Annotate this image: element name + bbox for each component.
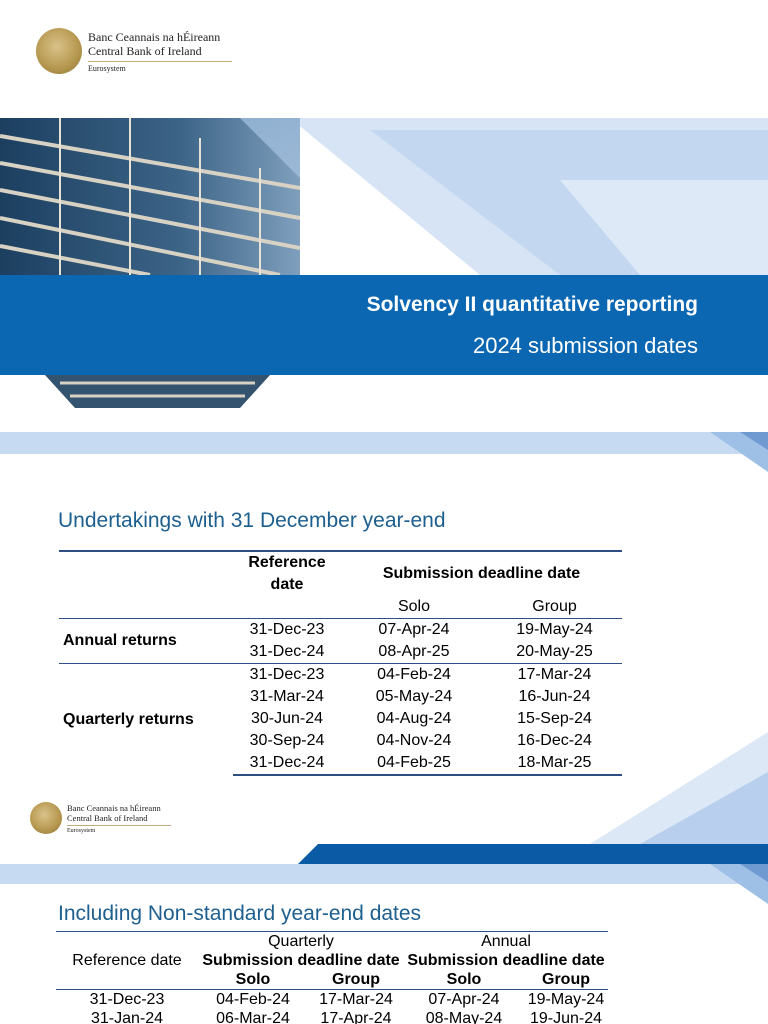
col-annual-group: Group xyxy=(524,970,608,990)
reference-date-cell: 31-Dec-23 xyxy=(233,618,341,641)
standard-year-end-slide: Undertakings with 31 December year-end R… xyxy=(0,432,768,864)
group-deadline-cell: 19-May-24 xyxy=(487,618,622,641)
annual-returns-label: Annual returns xyxy=(59,618,233,664)
non-standard-dates-table: Reference date Quarterly Annual Submissi… xyxy=(56,931,608,1024)
title-band: Solvency II quantitative reporting 2024 … xyxy=(0,275,768,375)
building-photo xyxy=(0,118,300,408)
slide-top-stripe xyxy=(0,432,768,454)
bank-name-english: Central Bank of Ireland xyxy=(88,44,202,58)
reference-date-cell: 31-Dec-24 xyxy=(233,752,341,776)
decorative-background-shapes xyxy=(710,864,768,904)
table-row: 31-Dec-24 08-Apr-25 20-May-25 xyxy=(59,641,622,664)
col-solo: Solo xyxy=(397,598,431,615)
presentation-subtitle: 2024 submission dates xyxy=(472,333,698,358)
group-deadline-cell: 17-Mar-24 xyxy=(487,663,622,686)
solo-deadline-cell: 04-Feb-24 xyxy=(341,663,487,686)
table-header-row: Solo Group Solo Group xyxy=(56,970,608,990)
reference-date-cell: 31-Mar-24 xyxy=(250,688,324,705)
title-slide: Banc Ceannais na hÉireann Central Bank o… xyxy=(0,0,768,432)
reference-date-cell: 31-Dec-24 xyxy=(249,643,325,660)
reference-date-cell: 31-Jan-24 xyxy=(90,1010,164,1024)
decorative-background-shapes xyxy=(290,118,768,275)
col-submission-deadline: Submission deadline date xyxy=(341,550,622,596)
col-annual-solo: Solo xyxy=(404,970,524,990)
quarterly-returns-label: Quarterly returns xyxy=(59,663,233,775)
quarterly-group-cell: 17-Apr-24 xyxy=(320,1010,392,1024)
col-quarterly: Quarterly xyxy=(198,931,404,951)
quarterly-solo-cell: 04-Feb-24 xyxy=(216,991,290,1008)
harp-seal-icon xyxy=(30,802,62,834)
table-row: 30-Jun-24 04-Aug-24 15-Sep-24 xyxy=(59,708,622,730)
annual-solo-cell: 08-May-24 xyxy=(425,1010,503,1024)
group-deadline-cell: 20-May-25 xyxy=(516,643,593,660)
annual-group-cell: 19-May-24 xyxy=(527,991,605,1008)
reference-date-cell: 30-Jun-24 xyxy=(250,710,324,727)
table-header-row: Reference date Quarterly Annual xyxy=(56,931,608,990)
table-row: Annual returns 31-Dec-23 07-Apr-24 19-Ma… xyxy=(59,618,622,664)
solo-deadline-cell: 05-May-24 xyxy=(375,688,453,705)
col-quarterly-solo: Solo xyxy=(198,970,308,990)
solo-deadline-cell: 07-Apr-24 xyxy=(341,618,487,641)
reference-date-cell: 30-Sep-24 xyxy=(249,732,325,749)
quarterly-solo-cell: 06-Mar-24 xyxy=(216,1010,290,1024)
col-reference-date: Reference date xyxy=(233,550,341,596)
logo-divider xyxy=(67,825,171,826)
presentation-title: Solvency II quantitative reporting xyxy=(366,293,698,316)
table-row: 31-Dec-23 04-Feb-24 17-Mar-24 07-Apr-24 … xyxy=(56,990,608,1010)
central-bank-logo: Banc Ceannais na hÉireann Central Bank o… xyxy=(36,28,232,74)
eurosystem-label: Eurosystem xyxy=(67,828,96,834)
table-row: 31-Jan-24 06-Mar-24 17-Apr-24 08-May-24 … xyxy=(56,1009,608,1024)
section-heading: Including Non-standard year-end dates xyxy=(58,902,422,925)
eurosystem-label: Eurosystem xyxy=(88,64,126,73)
quarterly-group-cell: 17-Mar-24 xyxy=(319,991,393,1008)
table-row: 31-Dec-24 04-Feb-25 18-Mar-25 xyxy=(59,752,622,776)
annual-solo-cell: 07-Apr-24 xyxy=(428,991,500,1008)
bank-name-irish: Banc Ceannais na hÉireann xyxy=(67,803,161,813)
solo-deadline-cell: 04-Feb-25 xyxy=(341,752,487,776)
central-bank-logo: Banc Ceannais na hÉireann Central Bank o… xyxy=(30,802,171,835)
harp-seal-icon xyxy=(36,28,82,74)
col-quarterly-deadline: Submission deadline date xyxy=(202,952,400,969)
solo-deadline-cell: 04-Aug-24 xyxy=(376,710,452,727)
bank-name-irish: Banc Ceannais na hÉireann xyxy=(88,30,221,44)
col-reference-date: Reference date xyxy=(56,931,198,990)
non-standard-year-end-slide: Including Non-standard year-end dates Re… xyxy=(0,864,768,1024)
decorative-background-shapes xyxy=(590,432,768,844)
table-row: 30-Sep-24 04-Nov-24 16-Dec-24 xyxy=(59,730,622,752)
table-subheader-row: Solo Group xyxy=(59,596,622,619)
group-deadline-cell: 18-Mar-25 xyxy=(487,752,622,776)
solo-deadline-cell: 08-Apr-25 xyxy=(378,643,450,660)
slide-top-stripe xyxy=(0,864,768,884)
col-quarterly-group: Group xyxy=(308,970,404,990)
footer-band xyxy=(298,844,768,864)
solo-deadline-cell: 04-Nov-24 xyxy=(376,732,452,749)
table-header-row: Reference date Submission deadline date xyxy=(59,550,622,596)
table-row: Quarterly returns 31-Dec-23 04-Feb-24 17… xyxy=(59,663,622,775)
reference-date-cell: 31-Dec-23 xyxy=(233,663,341,686)
annual-group-cell: 19-Jun-24 xyxy=(529,1010,603,1024)
table-row: 31-Mar-24 05-May-24 16-Jun-24 xyxy=(59,686,622,708)
bank-name-english: Central Bank of Ireland xyxy=(67,813,148,823)
group-deadline-cell: 15-Sep-24 xyxy=(517,710,592,727)
standard-dates-table: Reference date Submission deadline date … xyxy=(59,550,622,776)
reference-date-cell: 31-Dec-23 xyxy=(89,991,165,1008)
group-deadline-cell: 16-Dec-24 xyxy=(517,732,592,749)
table-header-row: Submission deadline date Submission dead… xyxy=(56,951,608,970)
section-heading: Undertakings with 31 December year-end xyxy=(58,509,446,532)
group-deadline-cell: 16-Jun-24 xyxy=(518,688,591,705)
col-group: Group xyxy=(532,598,577,615)
col-annual: Annual xyxy=(404,931,608,951)
col-annual-deadline: Submission deadline date xyxy=(407,952,605,969)
logo-divider xyxy=(88,61,232,62)
